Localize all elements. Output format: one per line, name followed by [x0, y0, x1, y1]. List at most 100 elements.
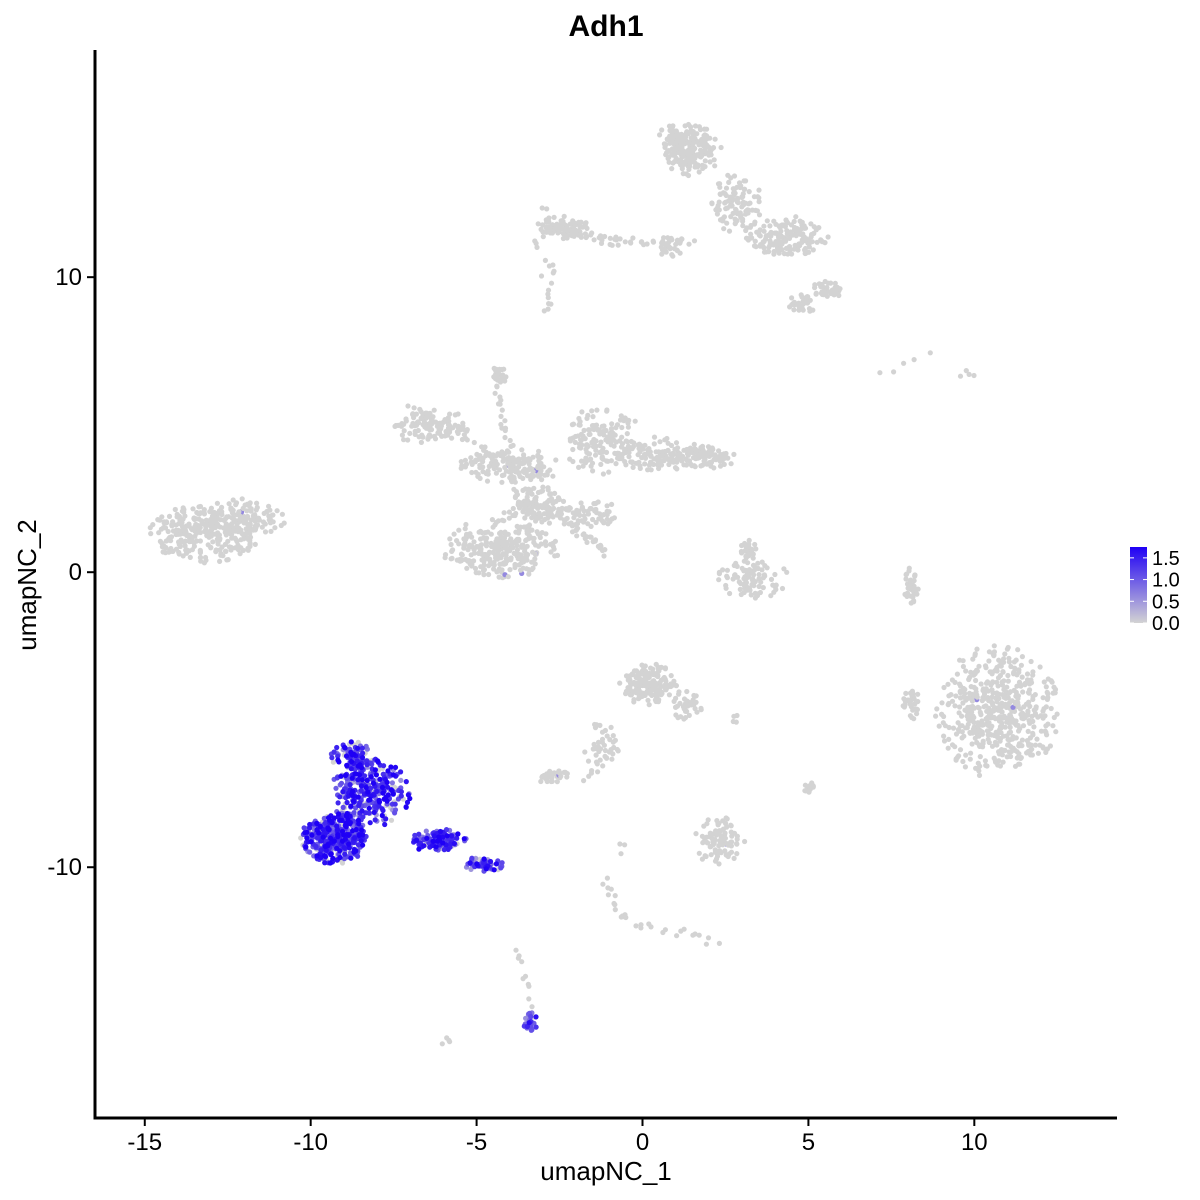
cell-point [364, 758, 370, 764]
cell-point [825, 234, 831, 240]
cell-point [744, 543, 750, 549]
cell-point [651, 456, 657, 462]
cell-point [353, 826, 359, 833]
cell-point [709, 445, 715, 451]
cell-point [484, 535, 490, 541]
cell-point [356, 802, 362, 809]
cell-point [454, 429, 460, 435]
cell-point [597, 757, 603, 763]
cell-point [1013, 657, 1019, 663]
cell-point [366, 805, 372, 811]
cell-point [504, 557, 510, 563]
cell-point [746, 585, 753, 591]
cell-point [734, 712, 740, 719]
cell-point [969, 691, 975, 697]
cell-point [963, 368, 969, 374]
cell-point [348, 766, 354, 772]
cell-point [331, 838, 337, 844]
cell-point [669, 151, 675, 157]
cell-point [469, 855, 475, 861]
cell-point [724, 220, 730, 226]
cell-point [512, 562, 518, 568]
cell-point [358, 783, 364, 789]
x-tick-label: 0 [636, 1129, 649, 1156]
cell-point [248, 506, 254, 512]
cell-point [533, 494, 539, 500]
cell-point [343, 753, 350, 759]
cell-point [455, 831, 461, 837]
cell-point [722, 453, 728, 459]
cell-point [981, 696, 987, 702]
cell-point [723, 185, 730, 191]
cell-point [532, 556, 538, 562]
cell-point [1032, 742, 1039, 748]
cell-point [539, 205, 545, 211]
cell-point [670, 140, 676, 146]
cell-point [728, 214, 734, 220]
cell-point [577, 419, 583, 425]
cell-point [992, 757, 998, 764]
cell-point [741, 178, 747, 184]
cell-point [625, 677, 631, 683]
cell-point [952, 679, 958, 686]
y-axis-title: umapNC_2 [12, 519, 42, 651]
cell-point [513, 947, 519, 953]
cell-point [552, 490, 558, 496]
cell-point [1004, 754, 1010, 760]
cell-point [823, 290, 829, 296]
cell-point [158, 526, 164, 532]
cell-point [551, 214, 557, 220]
cell-point [630, 464, 636, 470]
cell-point [496, 366, 503, 372]
cell-point [471, 550, 478, 556]
cell-point [725, 172, 731, 178]
cell-point [613, 234, 619, 240]
cell-point [946, 724, 952, 731]
cell-point [314, 853, 320, 859]
cell-point [657, 439, 663, 445]
cell-point [507, 464, 513, 470]
cell-point [519, 447, 525, 453]
cell-point [560, 498, 567, 504]
cell-point [666, 243, 672, 249]
cell-point [449, 435, 455, 441]
cell-point [903, 576, 909, 582]
x-axis-title: umapNC_1 [540, 1156, 672, 1186]
cell-point [998, 704, 1004, 710]
cell-point [729, 196, 735, 202]
cell-point [486, 563, 492, 569]
cell-point [479, 557, 485, 563]
cell-point [376, 797, 382, 803]
cell-point [540, 484, 546, 490]
cell-point [516, 499, 522, 505]
cell-point [692, 464, 698, 470]
cell-point [588, 770, 595, 776]
cell-point [201, 560, 207, 566]
cell-point [411, 421, 417, 427]
cell-point [750, 551, 756, 557]
cell-point [349, 775, 355, 781]
color-legend: 1.51.00.50.0 [1130, 547, 1180, 635]
cell-point [535, 221, 541, 227]
cell-point [484, 478, 491, 484]
cell-point [700, 462, 706, 468]
cell-point [209, 526, 215, 532]
cell-point [639, 662, 645, 668]
cell-point [335, 800, 341, 806]
cell-point [758, 579, 764, 585]
cell-point [561, 521, 567, 527]
cell-point [731, 451, 737, 457]
cell-point [506, 455, 512, 461]
cell-point [187, 554, 193, 561]
cell-point [507, 567, 513, 573]
cell-point [549, 778, 555, 785]
cell-point [556, 510, 562, 516]
cell-point [467, 533, 473, 539]
cell-point [742, 838, 748, 845]
cell-point [976, 742, 982, 748]
cell-point [330, 759, 336, 765]
cell-point [717, 181, 723, 187]
cell-point [911, 599, 917, 605]
cell-point [959, 729, 965, 735]
cell-point [648, 924, 654, 930]
